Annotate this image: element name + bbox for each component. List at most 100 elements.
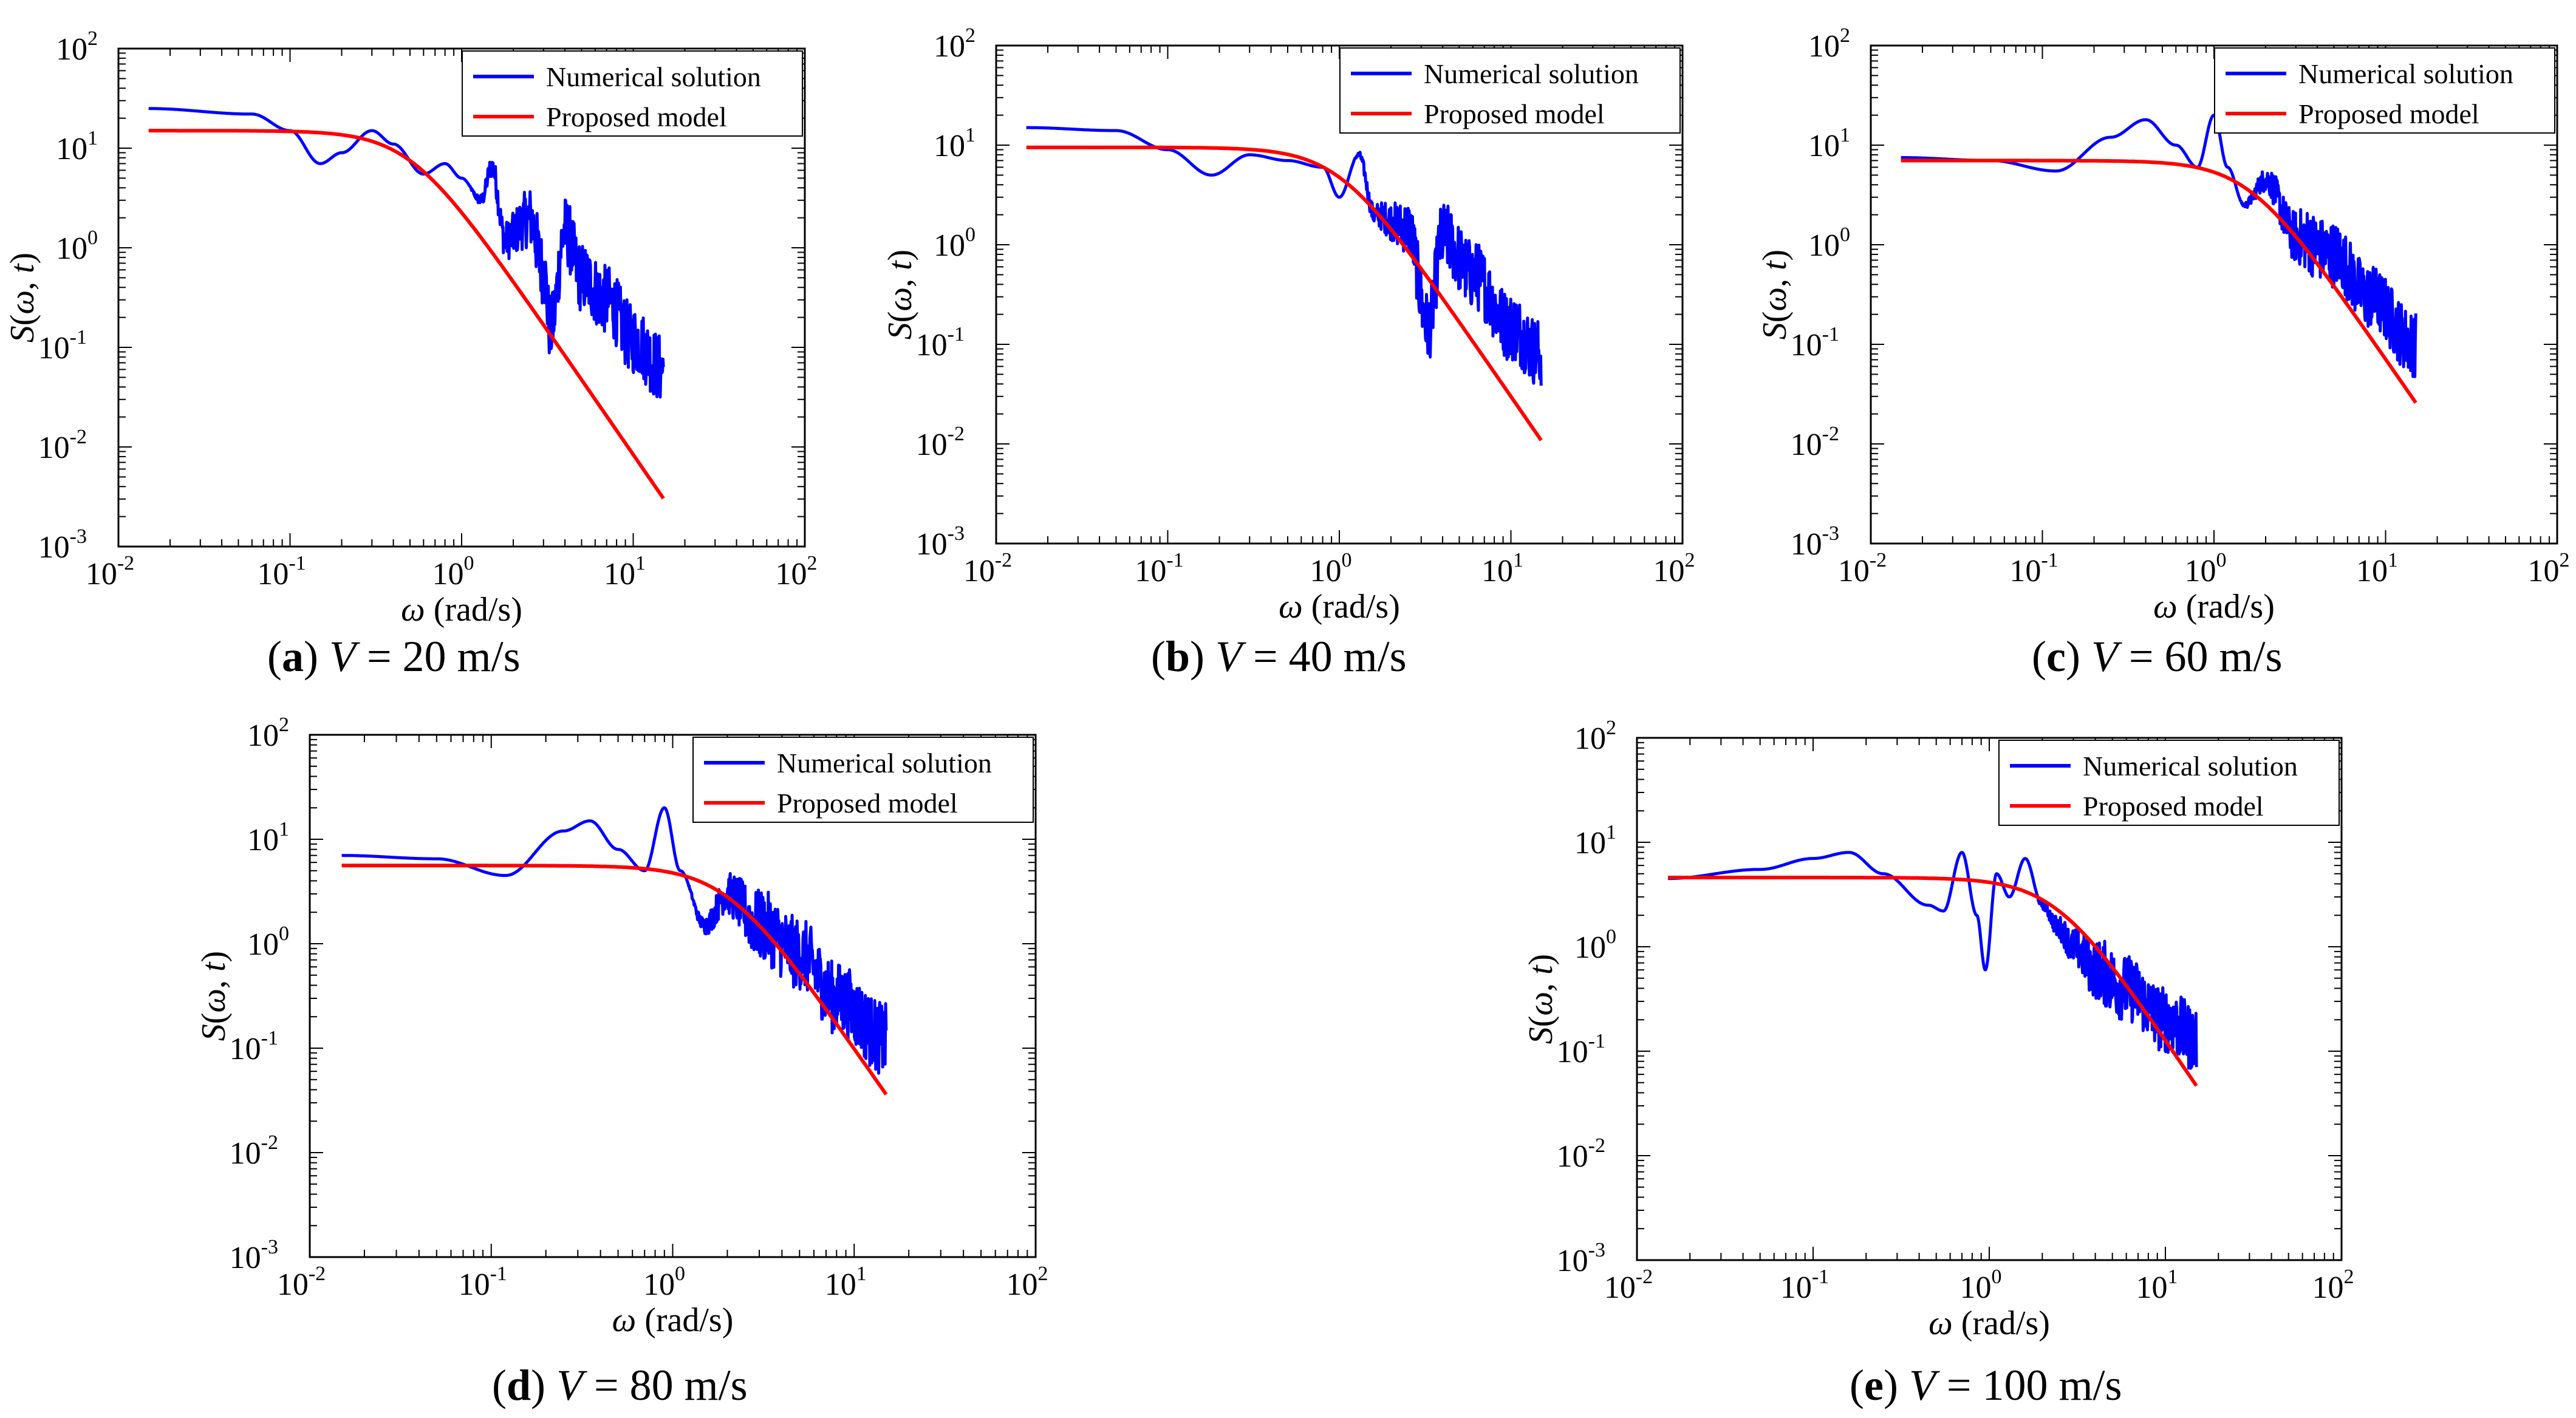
panel-e-xtick-label: 101 <box>2136 1266 2178 1305</box>
panel-c-xtick-label: 10-1 <box>2009 549 2058 588</box>
panel-a-frame <box>117 47 806 548</box>
panel-d-ytick-label: 10-3 <box>230 1236 278 1275</box>
panel-a-series-numerical <box>148 107 665 399</box>
panel-c-xtick-label: 101 <box>2356 549 2398 588</box>
panel-c-ytick-label: 10-2 <box>1791 423 1839 462</box>
panel-a-xtick-label: 101 <box>604 552 646 591</box>
panel-b-legend: Numerical solution Proposed model <box>1339 47 1681 134</box>
panel-b-series-model <box>1026 145 1543 441</box>
panel-c-series-numerical <box>1900 114 2417 378</box>
panel-e-frame <box>1636 737 2343 1261</box>
panel-a-ytick-label: 100 <box>56 227 98 266</box>
panel-c-caption: (c) V = 60 m/s <box>2032 632 2283 681</box>
panel-a-xtick-label: 10-2 <box>86 552 134 591</box>
panel-d-ytick-label: 100 <box>247 922 289 962</box>
panel-b-ylabel: S(ω, t) <box>881 250 919 339</box>
chart-panel-e: 10-2 10-1 100 101 10210-310-210-1100101102ω … <box>1522 717 2354 1409</box>
panel-b-ytick-label: 10-2 <box>916 423 965 462</box>
panel-e-ytick-label: 10-1 <box>1557 1030 1605 1069</box>
panel-c-legend-label: Numerical solution <box>2298 58 2513 89</box>
panel-b-ytick-label: 100 <box>934 223 975 263</box>
panel-a-ytick-label: 10-1 <box>38 326 87 366</box>
panel-e-ytick-label: 10-3 <box>1557 1239 1605 1278</box>
panel-e-xlabel: ω (rad/s) <box>1929 1304 2050 1342</box>
panel-a-ytick-label: 10-3 <box>38 525 87 565</box>
panel-e-series-numerical <box>1667 851 2198 1070</box>
panel-d-xtick-label: 101 <box>825 1263 867 1302</box>
panel-e-legend-label: Numerical solution <box>2083 751 2298 782</box>
panel-b-xtick-label: 101 <box>1481 549 1523 588</box>
panel-d-ytick-label: 10-1 <box>230 1027 278 1066</box>
panel-c-legend: Numerical solution Proposed model <box>2214 47 2555 134</box>
panel-c-ytick-label: 101 <box>1808 124 1850 163</box>
panel-a-ticks <box>118 49 805 547</box>
panel-c-ytick-label: 102 <box>1808 24 1850 64</box>
panel-b-xtick-label: 102 <box>1653 549 1695 588</box>
panel-b-series-numerical <box>1025 126 1543 386</box>
panel-a-caption: (a) V = 20 m/s <box>267 632 521 681</box>
panel-a-legend-label: Proposed model <box>546 101 727 132</box>
chart-panel-b: 10-2 10-1 100 101 10210-310-210-1100101102ω … <box>881 24 1695 681</box>
panel-e-xtick-label: 10-1 <box>1780 1266 1829 1305</box>
panel-b-ytick-label: 10-3 <box>916 522 965 562</box>
panel-c-xlabel: ω (rad/s) <box>2153 588 2275 625</box>
chart-panel-c: 10-2 10-1 100 101 10210-310-210-1100101102ω … <box>1756 24 2570 681</box>
panel-a-xtick-label: 102 <box>776 552 818 591</box>
panel-a-series-model <box>148 129 665 500</box>
panel-e-ytick-label: 10-2 <box>1557 1134 1605 1174</box>
panel-b-xtick-label: 10-2 <box>963 549 1012 588</box>
panel-d-ytick-label: 10-2 <box>230 1131 278 1171</box>
panel-a-xlabel: ω (rad/s) <box>401 591 522 629</box>
panel-e-ytick-label: 100 <box>1574 925 1616 965</box>
panel-d-xtick-label: 100 <box>643 1263 685 1302</box>
panel-e-xtick-label: 10-2 <box>1604 1266 1653 1305</box>
panel-b-ytick-label: 10-1 <box>916 323 965 363</box>
panel-d-xtick-label: 102 <box>1006 1263 1048 1302</box>
panel-d-legend: Numerical solution Proposed model <box>692 737 1034 823</box>
panel-c-frame <box>1870 44 2558 545</box>
panel-d-series-numerical <box>340 806 888 1075</box>
panel-b-xlabel: ω (rad/s) <box>1279 588 1400 625</box>
panel-d-ylabel: S(ω, t) <box>195 951 233 1041</box>
panel-e-caption: (e) V = 100 m/s <box>1850 1361 2122 1409</box>
panel-e-xtick-label: 100 <box>1960 1266 2002 1305</box>
panel-d-legend-label: Numerical solution <box>777 748 992 779</box>
panel-b-legend-label: Proposed model <box>1424 98 1605 129</box>
panel-c-xtick-label: 102 <box>2528 549 2570 588</box>
panel-b-xtick-label: 100 <box>1310 549 1352 588</box>
panel-c-series-model <box>1901 159 2417 404</box>
panel-c-ytick-label: 10-1 <box>1791 323 1839 363</box>
panel-e-ytick-label: 102 <box>1574 717 1616 756</box>
panel-b-legend-label: Numerical solution <box>1424 58 1639 89</box>
panel-d-xtick-label: 10-1 <box>459 1263 507 1302</box>
panel-e-series-model <box>1668 876 2198 1087</box>
panel-a-ytick-label: 101 <box>56 127 98 166</box>
panel-d-xlabel: ω (rad/s) <box>612 1301 734 1339</box>
panel-d-ticks <box>310 735 1036 1257</box>
panel-b-xtick-label: 10-1 <box>1135 549 1183 588</box>
panel-d-ytick-label: 102 <box>247 714 289 753</box>
panel-a-ytick-label: 102 <box>56 27 98 67</box>
panel-b-ytick-label: 101 <box>934 124 975 163</box>
panel-e-legend: Numerical solution Proposed model <box>1998 740 2340 826</box>
panel-b-caption: (b) V = 40 m/s <box>1151 632 1407 681</box>
panel-d-ytick-label: 101 <box>247 818 289 857</box>
panel-b-ticks <box>996 46 1683 544</box>
panel-b-ytick-label: 102 <box>934 24 975 64</box>
panel-d-frame <box>309 734 1037 1258</box>
chart-panel-d: 10-2 10-1 100 101 10210-310-210-1100101102ω … <box>195 714 1048 1409</box>
panel-a-legend: Numerical solution Proposed model <box>462 50 803 137</box>
panel-c-ylabel: S(ω, t) <box>1756 250 1794 339</box>
panel-a-xtick-label: 100 <box>432 552 474 591</box>
panel-c-legend-label: Proposed model <box>2298 98 2479 129</box>
panel-e-xtick-label: 102 <box>2312 1266 2354 1305</box>
panel-e-ytick-label: 101 <box>1574 821 1616 861</box>
panel-d-series-model <box>341 864 888 1096</box>
panel-b-frame <box>995 44 1684 545</box>
panel-a-xtick-label: 10-1 <box>257 552 306 591</box>
panel-e-legend-label: Proposed model <box>2083 791 2264 822</box>
panel-c-xtick-label: 10-2 <box>1838 549 1887 588</box>
panel-c-ytick-label: 100 <box>1808 223 1850 263</box>
panel-d-xtick-label: 10-2 <box>277 1263 326 1302</box>
